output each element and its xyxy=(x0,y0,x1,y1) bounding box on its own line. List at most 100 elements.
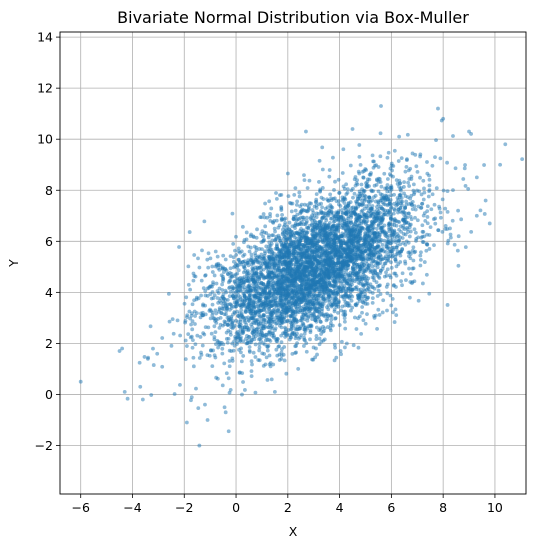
scatter-point xyxy=(400,271,405,276)
scatter-point xyxy=(193,342,198,347)
scatter-point xyxy=(308,337,312,342)
scatter-point xyxy=(207,308,212,313)
scatter-point xyxy=(445,227,450,231)
scatter-point xyxy=(171,331,176,336)
scatter-point xyxy=(414,239,418,243)
scatter-point xyxy=(347,251,352,256)
scatter-point xyxy=(388,293,393,298)
scatter-point xyxy=(377,219,381,224)
scatter-point xyxy=(360,290,365,295)
scatter-point xyxy=(332,215,337,219)
scatter-point xyxy=(238,260,243,265)
scatter-point xyxy=(148,324,153,329)
scatter-point xyxy=(326,261,331,266)
scatter-point xyxy=(283,261,288,266)
scatter-point xyxy=(427,247,432,251)
scatter-point xyxy=(351,269,356,273)
scatter-point xyxy=(339,339,344,344)
scatter-point xyxy=(416,204,421,209)
scatter-point xyxy=(249,369,254,373)
scatter-point xyxy=(258,265,263,270)
scatter-point xyxy=(254,331,258,336)
scatter-point xyxy=(241,260,246,264)
scatter-point xyxy=(437,206,442,211)
scatter-point xyxy=(394,245,399,250)
scatter-point xyxy=(345,262,349,267)
scatter-point xyxy=(275,213,280,218)
scatter-point xyxy=(287,269,292,274)
scatter-point xyxy=(347,236,352,241)
scatter-point xyxy=(251,350,256,355)
scatter-point xyxy=(463,163,467,167)
scatter-point xyxy=(253,355,258,359)
scatter-point xyxy=(363,249,368,253)
scatter-point xyxy=(410,151,415,156)
scatter-point xyxy=(263,301,268,306)
scatter-point xyxy=(401,232,406,236)
scatter-point xyxy=(407,223,412,227)
scatter-point xyxy=(378,131,383,136)
scatter-point xyxy=(314,231,319,236)
scatter-point xyxy=(238,282,242,286)
scatter-point xyxy=(267,284,272,289)
scatter-point xyxy=(332,238,337,243)
scatter-point xyxy=(267,353,272,358)
scatter-point xyxy=(341,184,346,189)
scatter-point xyxy=(315,301,320,306)
scatter-point xyxy=(341,312,346,317)
scatter-point xyxy=(251,299,255,304)
scatter-point xyxy=(215,254,220,259)
scatter-point xyxy=(360,277,365,281)
scatter-point xyxy=(257,299,262,303)
scatter-point xyxy=(380,206,384,211)
scatter-point xyxy=(371,165,376,170)
scatter-point xyxy=(286,231,290,236)
scatter-point xyxy=(192,309,197,314)
scatter-point xyxy=(359,191,363,196)
scatter-point xyxy=(235,296,240,301)
scatter-point xyxy=(421,240,426,245)
scatter-point xyxy=(278,193,282,198)
scatter-point xyxy=(257,313,262,318)
scatter-point xyxy=(407,234,412,239)
scatter-point xyxy=(271,267,275,271)
scatter-point xyxy=(398,206,403,210)
scatter-point xyxy=(295,288,299,292)
scatter-point xyxy=(196,406,201,411)
scatter-point xyxy=(388,189,392,194)
scatter-point xyxy=(290,320,295,325)
scatter-point xyxy=(328,192,333,197)
scatter-point xyxy=(298,250,302,255)
scatter-point xyxy=(304,306,309,310)
scatter-point xyxy=(290,278,295,283)
scatter-point xyxy=(257,345,262,350)
scatter-point xyxy=(336,235,341,239)
scatter-point xyxy=(249,338,254,343)
scatter-point xyxy=(294,343,299,348)
scatter-point xyxy=(237,370,242,375)
scatter-point xyxy=(384,244,389,249)
scatter-point xyxy=(314,287,319,291)
scatter-point xyxy=(199,350,203,355)
scatter-point xyxy=(302,332,307,336)
scatter-point xyxy=(379,184,384,189)
scatter-point xyxy=(267,304,271,309)
scatter-point xyxy=(323,276,327,281)
scatter-point xyxy=(186,282,191,287)
scatter-point xyxy=(189,322,194,327)
scatter-point xyxy=(260,292,265,297)
scatter-point xyxy=(215,376,220,381)
scatter-point xyxy=(273,238,278,243)
scatter-point xyxy=(387,201,392,206)
scatter-point xyxy=(357,143,362,147)
scatter-point xyxy=(327,298,331,302)
scatter-point xyxy=(281,253,286,258)
scatter-point xyxy=(257,348,262,353)
scatter-point xyxy=(400,283,404,288)
scatter-point xyxy=(329,317,334,322)
scatter-point xyxy=(360,198,365,203)
scatter-point xyxy=(355,252,360,257)
scatter-point xyxy=(361,270,365,275)
scatter-point xyxy=(169,343,174,348)
scatter-point xyxy=(262,276,266,281)
